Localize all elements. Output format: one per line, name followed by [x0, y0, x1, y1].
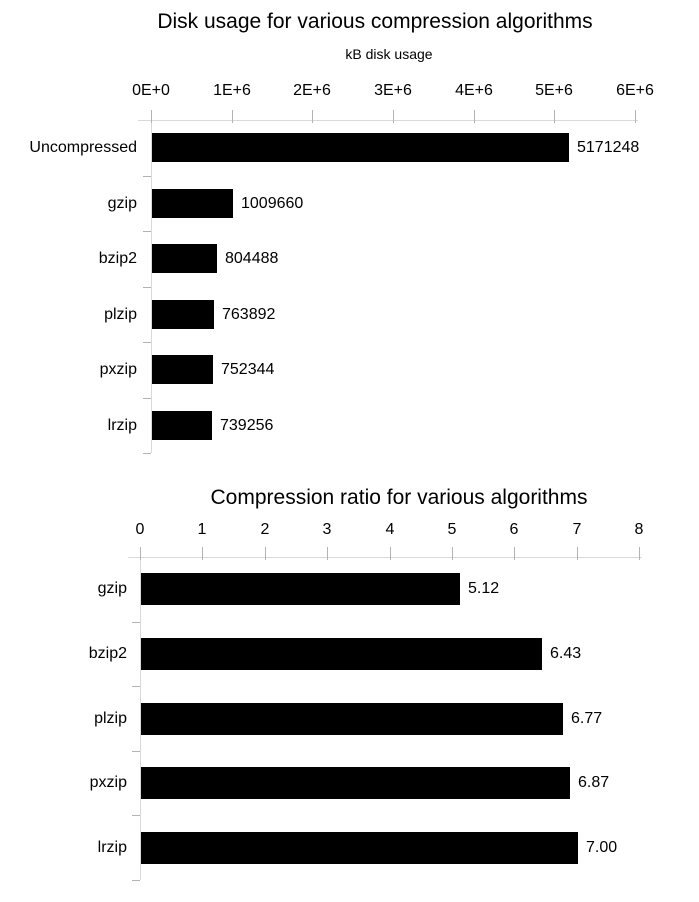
x-axis-tick-label: 6E+6	[616, 82, 654, 99]
bar-value-label: 5.12	[468, 580, 500, 597]
x-axis-line	[138, 120, 638, 121]
disk-usage-chart: Disk usage for various compression algor…	[29, 10, 654, 454]
bar-value-label: 6.87	[578, 774, 610, 791]
chart-title: Compression ratio for various algorithms	[210, 486, 588, 509]
bar-value-label: 1009660	[241, 194, 304, 212]
x-axis-tick-label: 4	[385, 521, 395, 538]
bar	[141, 573, 460, 605]
x-axis-tick-label: 3	[322, 521, 332, 538]
x-axis-tick-label: 1	[197, 521, 207, 538]
x-axis-tick	[265, 547, 266, 560]
bar-value-label: 5171248	[577, 138, 640, 156]
x-axis-tick	[635, 110, 636, 123]
bar	[141, 832, 578, 864]
bar	[152, 300, 214, 329]
category-label: lrzip	[107, 416, 137, 434]
x-axis-tick-label: 5	[447, 521, 457, 538]
bar	[152, 244, 217, 273]
x-axis-tick	[151, 110, 152, 123]
category-label: bzip2	[88, 645, 127, 662]
category-tick	[143, 453, 151, 454]
x-axis-tick	[232, 110, 233, 123]
category-label: bzip2	[98, 249, 137, 267]
category-tick	[143, 176, 151, 177]
category-tick	[132, 880, 140, 881]
x-axis-tick	[202, 547, 203, 560]
y-axis-line	[151, 120, 152, 453]
x-axis-tick-label: 3E+6	[374, 82, 412, 99]
bar-value-label: 804488	[225, 249, 279, 267]
x-axis-line	[128, 557, 642, 558]
bar	[141, 767, 570, 799]
x-axis-tick-label: 5E+6	[535, 82, 573, 99]
category-label: lrzip	[97, 839, 127, 856]
compression-ratio-chart: Compression ratio for various algorithms…	[0, 478, 699, 902]
bar-value-label: 752344	[221, 360, 275, 378]
x-axis-tick	[639, 547, 640, 560]
x-axis-tick	[312, 110, 313, 123]
bar-value-label: 6.77	[571, 710, 603, 727]
bar	[141, 703, 563, 735]
category-label: pxzip	[99, 360, 137, 378]
bar-value-label: 739256	[220, 416, 274, 434]
category-label: gzip	[97, 580, 127, 597]
category-label: pxzip	[89, 774, 127, 791]
x-axis-tick-label: 2E+6	[293, 82, 331, 99]
x-axis-tick	[393, 110, 394, 123]
x-axis-tick	[140, 547, 141, 560]
bar-value-label: 7.00	[586, 839, 618, 856]
x-axis-tick-label: 1E+6	[213, 82, 251, 99]
x-axis-tick	[390, 547, 391, 560]
category-label: gzip	[107, 194, 137, 212]
x-axis-tick-label: 7	[572, 521, 582, 538]
x-axis-label: kB disk usage	[345, 46, 433, 62]
x-axis-tick-label: 2	[260, 521, 270, 538]
category-label: plzip	[94, 710, 127, 727]
category-tick	[143, 287, 151, 288]
x-axis-tick	[474, 110, 475, 123]
category-tick	[132, 686, 140, 687]
bar	[152, 411, 212, 440]
x-axis-tick-label: 0	[135, 521, 145, 538]
x-axis-tick-label: 0E+0	[132, 82, 170, 99]
x-axis-tick-label: 6	[509, 521, 519, 538]
category-label: plzip	[104, 305, 137, 323]
bar	[152, 133, 569, 162]
category-tick	[143, 398, 151, 399]
x-axis-tick	[514, 547, 515, 560]
bar	[152, 189, 233, 218]
category-tick	[132, 815, 140, 816]
x-axis-tick-label: 8	[634, 521, 644, 538]
category-label: Uncompressed	[29, 138, 137, 156]
category-tick	[132, 622, 140, 623]
bar	[141, 638, 542, 670]
bar-value-label: 763892	[222, 305, 276, 323]
x-axis-tick-label: 4E+6	[455, 82, 493, 99]
bar	[152, 355, 213, 384]
x-axis-tick	[452, 547, 453, 560]
y-axis-line	[140, 557, 141, 880]
chart-title: Disk usage for various compression algor…	[157, 10, 593, 33]
x-axis-tick	[577, 547, 578, 560]
bar-value-label: 6.43	[550, 645, 582, 662]
category-tick	[143, 231, 151, 232]
x-axis-tick	[554, 110, 555, 123]
x-axis-tick	[327, 547, 328, 560]
category-tick	[132, 751, 140, 752]
category-tick	[143, 342, 151, 343]
